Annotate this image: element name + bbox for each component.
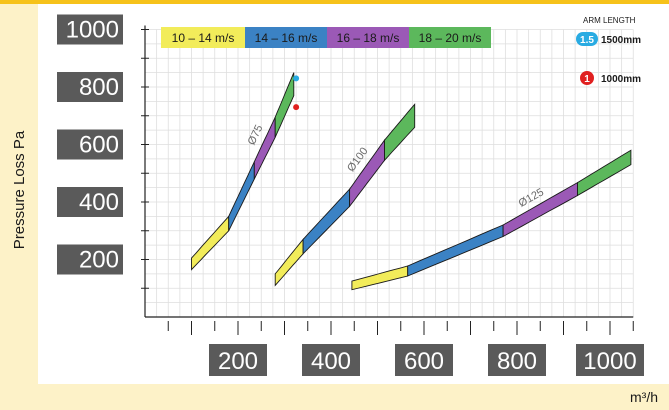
arm-badge-shape [576, 32, 598, 46]
arm-badge-text: 1.5 [580, 35, 594, 46]
arm-length-legend: ARM LENGTH 1.5 1500mm 1 1000mm [293, 16, 641, 111]
tick-labels: 200 400 600 800 1000 200 400 600 800 1000 [57, 14, 644, 376]
legend-label: 14 – 16 m/s [255, 31, 318, 45]
y-tick-box [57, 129, 123, 160]
legend-swatch [161, 27, 245, 48]
legend-item: 16 – 18 m/s [327, 27, 409, 48]
y-tick-label: 1000 [66, 17, 119, 44]
legend-item: 10 – 14 m/s [161, 27, 245, 48]
arm-marker-dot [293, 104, 300, 111]
y-tick-label: 400 [79, 189, 119, 216]
arm-length-value: 1000mm [601, 74, 641, 85]
y-tick-label: 200 [79, 247, 119, 274]
y-tick-box [57, 244, 123, 275]
y-tick-label: 600 [79, 132, 119, 159]
y-tick-box [57, 187, 123, 217]
x-tick-label: 400 [311, 348, 351, 375]
legend-swatch [409, 27, 491, 48]
curve-band-segment [577, 149, 632, 197]
arm-length-value: 1500mm [601, 35, 641, 46]
arm-badge-shape [580, 71, 594, 85]
x-tick-box [488, 344, 546, 376]
x-tick-box [395, 344, 453, 376]
legend-label: 18 – 20 m/s [419, 31, 482, 45]
legend-label: 10 – 14 m/s [172, 31, 235, 45]
x-tick-label: 200 [218, 348, 258, 375]
curve-band-segment [274, 72, 295, 138]
curve-band-segment [384, 103, 416, 162]
arm-badge-text: 1 [584, 74, 590, 85]
y-axis-label: Pressure Loss Pa [11, 130, 28, 249]
arm-length-item: 1.5 1500mm [293, 32, 641, 82]
x-axis-label: m³/h [630, 389, 658, 405]
arm-marker-dot [293, 75, 300, 82]
x-tick-box [209, 344, 267, 376]
x-tick-box [576, 344, 644, 376]
legend-item: 14 – 16 m/s [245, 27, 327, 48]
y-tick-box [57, 14, 123, 45]
y-tick-box [57, 72, 123, 102]
x-tick-label: 600 [404, 348, 444, 375]
legend-item: 18 – 20 m/s [409, 27, 491, 48]
legend: 10 – 14 m/s 14 – 16 m/s 16 – 18 m/s 18 – 20… [161, 27, 491, 48]
top-accent-bar [0, 0, 669, 4]
x-tick-label: 800 [497, 348, 537, 375]
arm-length-item: 1 1000mm [293, 71, 641, 111]
axes [141, 25, 634, 335]
legend-swatch [245, 27, 327, 48]
legend-swatch [327, 27, 409, 48]
legend-label: 16 – 18 m/s [337, 31, 400, 45]
curve-Ø125: Ø125 [351, 149, 632, 291]
y-tick-label: 800 [79, 74, 119, 101]
curve-Ø100: Ø100 [274, 103, 416, 287]
x-tick-label: 1000 [583, 348, 636, 375]
x-tick-box [302, 344, 360, 376]
arm-length-title: ARM LENGTH [583, 16, 636, 25]
